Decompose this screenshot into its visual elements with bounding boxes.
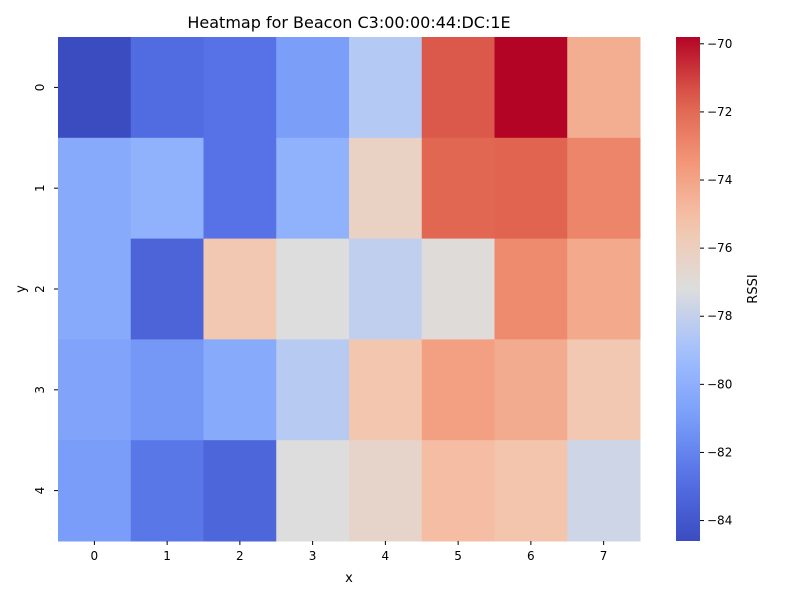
heatmap-cell — [421, 440, 495, 542]
colorbar-tick-label: −74 — [707, 173, 732, 187]
colorbar-tick-label: −70 — [707, 37, 732, 51]
y-axis-ticks: 0 1 2 3 4 — [33, 84, 58, 495]
heatmap-cell — [130, 440, 204, 542]
heatmap-cell — [567, 137, 641, 240]
x-axis-label: x — [345, 571, 353, 586]
heatmap-cell — [567, 37, 641, 139]
heatmap-cell — [276, 238, 350, 340]
heatmap-cell — [203, 238, 277, 340]
heatmap-cell — [130, 37, 204, 139]
heatmap-cell — [58, 137, 132, 240]
y-tick-label: 3 — [33, 386, 47, 394]
heatmap-cell — [567, 440, 641, 542]
x-tick-label: 2 — [236, 549, 244, 563]
heatmap-cell — [58, 440, 132, 542]
x-axis-ticks: 0 1 2 3 4 5 6 7 — [91, 541, 608, 563]
colorbar-tick-label: −82 — [707, 445, 732, 459]
heatmap-cell — [421, 137, 495, 240]
heatmap-cell — [276, 440, 350, 542]
heatmap-cell — [349, 339, 423, 441]
heatmap-cell — [421, 339, 495, 441]
heatmap-cell — [421, 37, 495, 139]
x-tick-label: 4 — [382, 549, 390, 563]
heatmap-cell — [203, 339, 277, 441]
heatmap-cell — [58, 238, 132, 340]
heatmap-cell — [349, 137, 423, 240]
colorbar-tick-label: −84 — [707, 514, 732, 528]
chart-title: Heatmap for Beacon C3:00:00:44:DC:1E — [187, 13, 510, 32]
heatmap-cell — [494, 37, 568, 139]
heatmap-cell — [421, 238, 495, 340]
heatmap-cell — [349, 37, 423, 139]
colorbar — [676, 37, 700, 541]
heatmap-cells — [58, 37, 641, 542]
x-tick-label: 5 — [454, 549, 462, 563]
x-tick-label: 6 — [527, 549, 535, 563]
heatmap-cell — [567, 238, 641, 340]
colorbar-label: RSSI — [746, 274, 761, 303]
heatmap-cell — [349, 238, 423, 340]
heatmap-cell — [494, 440, 568, 542]
heatmap-cell — [494, 339, 568, 441]
colorbar-tick-label: −80 — [707, 377, 732, 391]
heatmap-cell — [276, 137, 350, 240]
heatmap-cell — [203, 37, 277, 139]
x-tick-label: 7 — [600, 549, 608, 563]
x-tick-label: 0 — [91, 549, 99, 563]
heatmap-cell — [203, 440, 277, 542]
heatmap-cell — [276, 37, 350, 139]
heatmap-cell — [349, 440, 423, 542]
y-tick-label: 1 — [33, 184, 47, 192]
heatmap-cell — [130, 238, 204, 340]
colorbar-tick-label: −72 — [707, 105, 732, 119]
heatmap-cell — [567, 339, 641, 441]
heatmap-cell — [494, 137, 568, 240]
x-tick-label: 3 — [309, 549, 317, 563]
heatmap-cell — [203, 137, 277, 240]
heatmap-cell — [130, 137, 204, 240]
y-tick-label: 2 — [33, 285, 47, 293]
heatmap-cell — [130, 339, 204, 441]
y-axis-label: y — [14, 285, 29, 293]
heatmap-cell — [494, 238, 568, 340]
colorbar-ticks: −70 −72 −74 −76 −78 −80 −82 −84 — [700, 37, 732, 528]
y-tick-label: 0 — [33, 84, 47, 92]
heatmap-cell — [58, 37, 132, 139]
y-tick-label: 4 — [33, 487, 47, 495]
x-tick-label: 1 — [163, 549, 171, 563]
heatmap-cell — [58, 339, 132, 441]
heatmap-cell — [276, 339, 350, 441]
colorbar-tick-label: −78 — [707, 309, 732, 323]
colorbar-tick-label: −76 — [707, 241, 732, 255]
